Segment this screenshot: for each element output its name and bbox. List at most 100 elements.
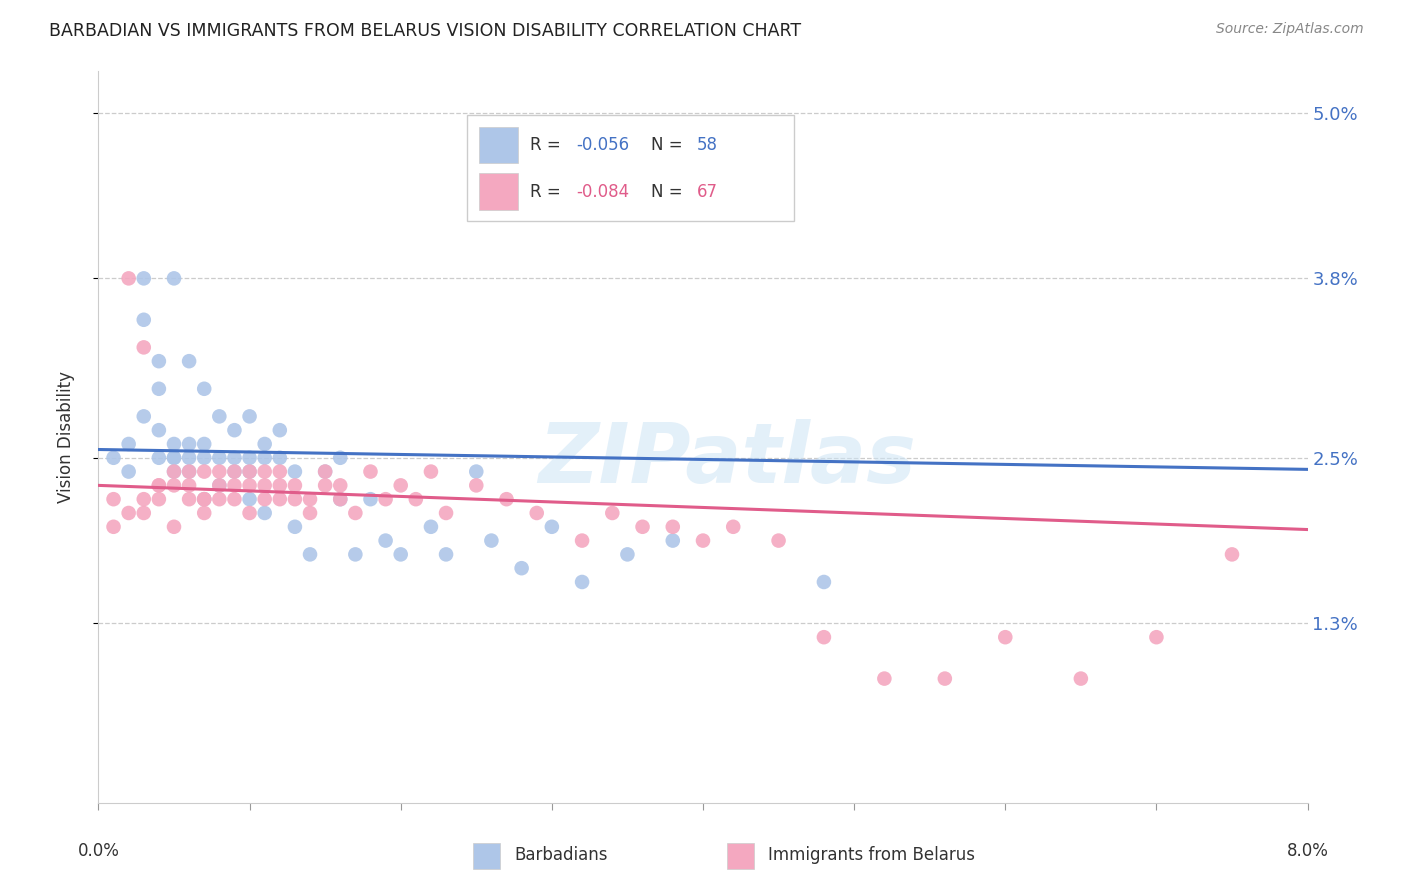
- Point: [1220, 548, 1243, 562]
- Point: [103, 520, 125, 534]
- Point: [329, 450, 352, 465]
- Point: [163, 520, 186, 534]
- Point: [239, 450, 262, 465]
- Text: R =: R =: [530, 183, 567, 201]
- Point: [253, 478, 276, 492]
- Point: [994, 630, 1017, 644]
- Point: [616, 548, 638, 562]
- Point: [208, 465, 231, 479]
- Text: Source: ZipAtlas.com: Source: ZipAtlas.com: [1216, 22, 1364, 37]
- Point: [768, 533, 790, 548]
- Point: [224, 450, 246, 465]
- Point: [118, 465, 141, 479]
- Point: [465, 478, 488, 492]
- Point: [163, 450, 186, 465]
- Point: [208, 450, 231, 465]
- Point: [314, 465, 336, 479]
- Point: [495, 492, 517, 507]
- Text: 0.0%: 0.0%: [77, 842, 120, 860]
- Point: [239, 465, 262, 479]
- Point: [269, 450, 291, 465]
- Point: [193, 492, 215, 507]
- Text: R =: R =: [530, 136, 567, 154]
- Point: [284, 478, 307, 492]
- Text: ZIPatlas: ZIPatlas: [538, 418, 917, 500]
- Point: [224, 492, 246, 507]
- Point: [239, 506, 262, 520]
- Point: [873, 672, 896, 686]
- Point: [1146, 630, 1168, 644]
- Point: [329, 492, 352, 507]
- Point: [813, 630, 835, 644]
- Point: [253, 437, 276, 451]
- Point: [163, 450, 186, 465]
- Point: [269, 478, 291, 492]
- Point: [132, 492, 155, 507]
- Point: [314, 465, 336, 479]
- Point: [193, 492, 215, 507]
- Point: [208, 492, 231, 507]
- Point: [661, 520, 683, 534]
- Point: [405, 492, 427, 507]
- Point: [103, 450, 125, 465]
- Point: [510, 561, 533, 575]
- Point: [208, 478, 231, 492]
- Text: BARBADIAN VS IMMIGRANTS FROM BELARUS VISION DISABILITY CORRELATION CHART: BARBADIAN VS IMMIGRANTS FROM BELARUS VIS…: [49, 22, 801, 40]
- Y-axis label: Vision Disability: Vision Disability: [56, 371, 75, 503]
- Point: [434, 506, 457, 520]
- Point: [239, 409, 262, 424]
- Point: [374, 492, 396, 507]
- Point: [193, 382, 215, 396]
- Point: [193, 465, 215, 479]
- Point: [571, 574, 593, 589]
- Text: N =: N =: [651, 183, 688, 201]
- Point: [224, 465, 246, 479]
- Point: [224, 423, 246, 437]
- Point: [132, 506, 155, 520]
- Point: [239, 478, 262, 492]
- Point: [661, 533, 683, 548]
- Point: [1070, 672, 1092, 686]
- Point: [193, 492, 215, 507]
- Point: [179, 478, 201, 492]
- Point: [163, 465, 186, 479]
- Point: [934, 672, 956, 686]
- Point: [179, 492, 201, 507]
- Point: [389, 548, 412, 562]
- Point: [148, 354, 170, 368]
- Point: [540, 520, 562, 534]
- Point: [360, 492, 382, 507]
- Point: [163, 271, 186, 285]
- Point: [253, 450, 276, 465]
- Point: [284, 492, 307, 507]
- Text: Barbadians: Barbadians: [515, 847, 607, 864]
- Point: [329, 492, 352, 507]
- Point: [224, 478, 246, 492]
- Point: [526, 506, 548, 520]
- Point: [299, 548, 322, 562]
- Point: [813, 574, 835, 589]
- Point: [253, 465, 276, 479]
- Point: [329, 478, 352, 492]
- Text: N =: N =: [651, 136, 688, 154]
- Point: [269, 465, 291, 479]
- Point: [179, 437, 201, 451]
- Point: [163, 437, 186, 451]
- Point: [571, 533, 593, 548]
- Text: 67: 67: [697, 183, 718, 201]
- Point: [132, 312, 155, 326]
- Point: [208, 478, 231, 492]
- Point: [723, 520, 745, 534]
- Point: [148, 450, 170, 465]
- Point: [631, 520, 654, 534]
- Point: [132, 271, 155, 285]
- Point: [148, 423, 170, 437]
- Point: [193, 506, 215, 520]
- Point: [344, 506, 367, 520]
- Text: 8.0%: 8.0%: [1286, 842, 1329, 860]
- Point: [692, 533, 714, 548]
- Point: [103, 492, 125, 507]
- Text: -0.056: -0.056: [576, 136, 628, 154]
- Point: [193, 450, 215, 465]
- Point: [253, 492, 276, 507]
